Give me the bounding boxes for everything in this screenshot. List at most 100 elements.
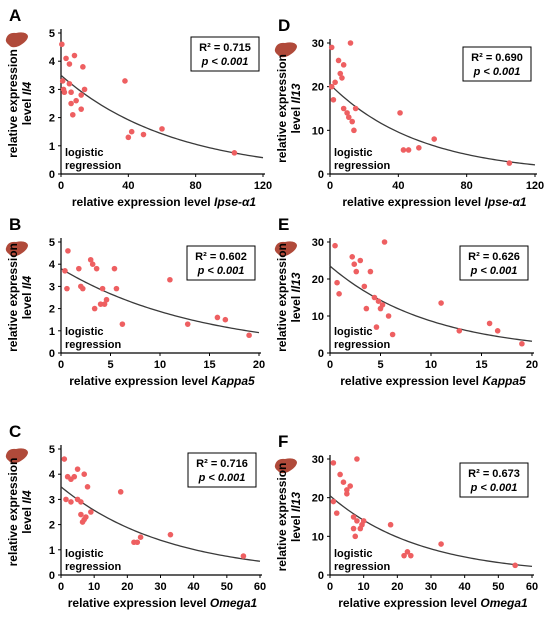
data-point: [119, 321, 126, 327]
x-tick-label: 0: [58, 180, 64, 192]
data-point: [344, 487, 350, 493]
y-axis-title: relative expression level Il4: [6, 458, 34, 567]
x-tick-label: 80: [461, 180, 473, 192]
fit-line: [60, 268, 260, 334]
data-point: [330, 498, 337, 505]
data-point: [438, 300, 444, 306]
x-tick-label: 120: [254, 180, 272, 192]
p-value-label: p < 0.001: [473, 66, 521, 78]
r-squared-label: R² = 0.673: [468, 468, 520, 480]
data-point: [332, 79, 338, 86]
y-axis-title-line2: level Il4: [20, 81, 34, 125]
data-point: [103, 296, 110, 303]
y-axis-title-line1: relative expression: [275, 243, 289, 352]
x-tick-label: 0: [327, 359, 333, 371]
data-point: [340, 479, 347, 486]
annotation-line2: regression: [65, 160, 122, 172]
x-tick-label: 60: [526, 581, 538, 593]
x-tick-label: 10: [154, 359, 166, 371]
y-tick-label: 10: [312, 311, 324, 323]
y-tick-label: 4: [49, 259, 56, 271]
data-point: [93, 265, 100, 272]
liver-icon: [5, 32, 29, 48]
data-point: [122, 78, 128, 84]
x-tick-label: 15: [203, 359, 215, 371]
data-point: [59, 78, 66, 84]
y-axis-title-line1: relative expression: [6, 458, 20, 567]
data-point: [328, 44, 335, 51]
data-point: [66, 80, 73, 87]
data-point: [371, 294, 378, 301]
x-axis-title: relative expression level Ipse-α1: [72, 195, 257, 209]
x-tick-label: 30: [154, 581, 166, 593]
y-tick-label: 5: [49, 28, 55, 40]
data-point: [99, 285, 106, 292]
y-tick-label: 1: [49, 545, 55, 557]
data-point: [167, 531, 174, 538]
data-point: [74, 466, 81, 472]
data-point: [330, 460, 337, 466]
data-point: [335, 57, 342, 64]
x-tick-label: 20: [121, 581, 133, 593]
data-point: [352, 105, 359, 112]
data-point: [61, 456, 68, 462]
data-point: [137, 534, 144, 540]
y-tick-label: 30: [312, 38, 324, 50]
data-point: [379, 302, 386, 308]
stats-box: [186, 245, 256, 281]
data-point: [62, 268, 68, 274]
x-tick-label: 50: [492, 581, 504, 593]
data-point: [71, 473, 78, 480]
y-axis-gene: Il13: [289, 492, 303, 512]
data-point: [375, 298, 382, 305]
data-point: [367, 268, 374, 275]
data-point: [353, 268, 360, 275]
x-axis-title-prefix: relative expression level: [69, 374, 211, 388]
panel-letter: B: [9, 215, 21, 234]
y-axis-title-line2: level Il4: [20, 490, 34, 534]
x-axis-title: relative expression level Kappa5: [340, 374, 526, 388]
y-tick-label: 4: [49, 469, 56, 481]
y-axis-gene: Il4: [20, 490, 34, 504]
data-point: [246, 332, 252, 339]
data-point: [519, 340, 525, 347]
panel-b: B 0 1 2 3 4 5 0 5 10 15 20 relative expression level…: [5, 215, 265, 388]
x-axis-title: relative expression level Kappa5: [69, 374, 255, 388]
data-point: [81, 86, 88, 93]
data-point: [363, 305, 370, 312]
y-tick-label: 0: [49, 570, 55, 582]
fit-line: [329, 265, 533, 342]
data-point: [222, 316, 229, 323]
x-tick-label: 20: [253, 359, 265, 371]
data-point: [78, 106, 84, 112]
y-axis-title-prefix: level: [289, 103, 303, 133]
data-point: [339, 75, 345, 81]
data-point: [78, 499, 84, 505]
data-point: [66, 61, 73, 67]
y-axis-gene: Il13: [289, 83, 303, 103]
data-point: [486, 320, 493, 327]
data-point: [184, 321, 191, 327]
x-tick-label: 120: [526, 180, 544, 192]
data-point: [354, 518, 360, 524]
data-point: [231, 150, 238, 156]
p-value-label: p < 0.001: [201, 56, 249, 68]
panel-letter: E: [278, 215, 289, 234]
x-tick-label: 0: [58, 581, 64, 593]
data-point: [506, 160, 513, 166]
data-point: [349, 253, 356, 260]
data-point: [84, 484, 91, 490]
data-point: [88, 509, 94, 515]
data-point: [101, 301, 108, 307]
data-point: [351, 261, 358, 268]
r-squared-label: R² = 0.626: [468, 251, 520, 263]
data-point: [59, 41, 65, 48]
y-tick-label: 20: [312, 82, 324, 94]
data-point: [351, 127, 357, 134]
panel-letter: F: [278, 432, 288, 451]
data-point: [332, 242, 338, 249]
x-tick-label: 40: [188, 581, 200, 593]
data-point: [111, 265, 118, 272]
annotation-line1: logistic: [65, 326, 104, 338]
y-tick-label: 30: [312, 454, 324, 466]
